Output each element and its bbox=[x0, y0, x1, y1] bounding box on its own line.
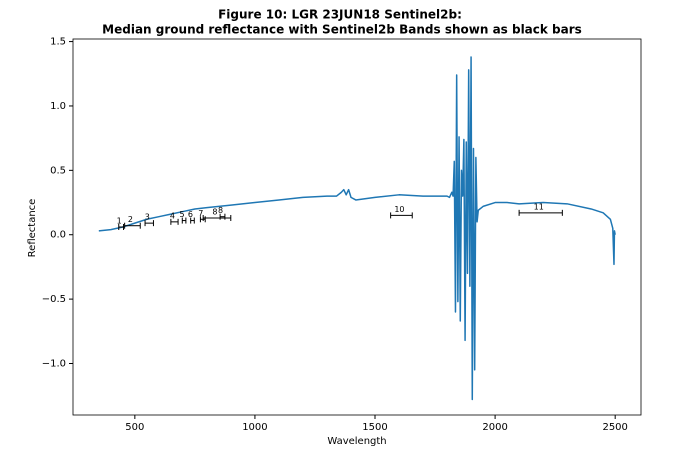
x-tick-label: 2000 bbox=[482, 422, 507, 433]
band-label: 8 bbox=[212, 207, 217, 216]
y-tick-label: −1.0 bbox=[42, 358, 66, 369]
band-bar bbox=[144, 220, 154, 227]
band-label: 3 bbox=[145, 213, 150, 222]
band-label: 7 bbox=[198, 209, 203, 218]
band-label: 2 bbox=[128, 215, 133, 224]
band-label: 8 bbox=[218, 206, 223, 215]
y-tick-label: 1.5 bbox=[50, 37, 66, 48]
chart-title: Figure 10: LGR 23JUN18 Sentinel2b: bbox=[218, 8, 462, 22]
band-label: 6 bbox=[188, 210, 193, 219]
y-tick-label: 0.0 bbox=[50, 230, 66, 241]
x-tick-label: 1000 bbox=[242, 422, 267, 433]
x-tick-label: 2500 bbox=[602, 422, 627, 433]
band-label: 1 bbox=[117, 217, 122, 226]
band-bar bbox=[170, 218, 179, 225]
y-tick-label: 1.0 bbox=[50, 101, 66, 112]
band-label: 10 bbox=[394, 205, 404, 214]
band-bar bbox=[181, 217, 187, 224]
band-bar bbox=[124, 222, 141, 229]
band-bar bbox=[390, 212, 413, 219]
y-axis-label: Reflectance bbox=[27, 199, 38, 258]
band-label: 11 bbox=[534, 202, 544, 211]
band-bar bbox=[518, 209, 563, 216]
chart-subtitle: Median ground reflectance with Sentinel2… bbox=[102, 23, 582, 37]
x-axis-label: Wavelength bbox=[327, 436, 386, 447]
x-tick-label: 500 bbox=[125, 422, 144, 433]
x-tick-label: 1500 bbox=[362, 422, 387, 433]
reflectance-line bbox=[98, 56, 616, 401]
band-bar bbox=[202, 214, 232, 221]
band-label: 4 bbox=[170, 211, 175, 220]
band-label: 5 bbox=[180, 210, 185, 219]
band-bar bbox=[190, 217, 195, 224]
y-tick-label: 0.5 bbox=[50, 165, 66, 176]
band-bar bbox=[118, 224, 125, 230]
band-bar bbox=[219, 213, 226, 220]
plot-frame bbox=[72, 38, 642, 416]
y-tick-label: −0.5 bbox=[42, 294, 66, 305]
